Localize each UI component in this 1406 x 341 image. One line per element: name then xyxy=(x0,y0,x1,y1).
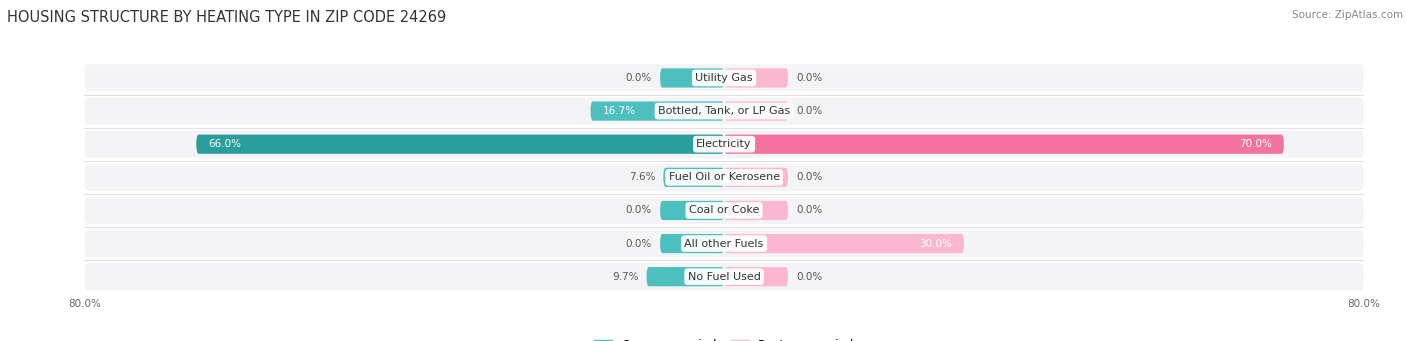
Text: HOUSING STRUCTURE BY HEATING TYPE IN ZIP CODE 24269: HOUSING STRUCTURE BY HEATING TYPE IN ZIP… xyxy=(7,10,446,25)
FancyBboxPatch shape xyxy=(724,102,787,121)
Text: 66.0%: 66.0% xyxy=(208,139,242,149)
Text: 16.7%: 16.7% xyxy=(603,106,636,116)
Text: Utility Gas: Utility Gas xyxy=(696,73,752,83)
Text: 70.0%: 70.0% xyxy=(1239,139,1272,149)
Legend: Owner-occupied, Renter-occupied: Owner-occupied, Renter-occupied xyxy=(593,339,855,341)
Text: Source: ZipAtlas.com: Source: ZipAtlas.com xyxy=(1292,10,1403,20)
FancyBboxPatch shape xyxy=(197,135,724,154)
FancyBboxPatch shape xyxy=(661,234,724,253)
FancyBboxPatch shape xyxy=(724,68,787,88)
FancyBboxPatch shape xyxy=(84,263,1364,290)
Text: 0.0%: 0.0% xyxy=(626,239,652,249)
Text: Bottled, Tank, or LP Gas: Bottled, Tank, or LP Gas xyxy=(658,106,790,116)
Text: Fuel Oil or Kerosene: Fuel Oil or Kerosene xyxy=(668,172,780,182)
FancyBboxPatch shape xyxy=(661,201,724,220)
FancyBboxPatch shape xyxy=(84,64,1364,91)
Text: 0.0%: 0.0% xyxy=(626,73,652,83)
Text: Coal or Coke: Coal or Coke xyxy=(689,205,759,216)
Text: 0.0%: 0.0% xyxy=(796,205,823,216)
Text: All other Fuels: All other Fuels xyxy=(685,239,763,249)
Text: 9.7%: 9.7% xyxy=(612,272,638,282)
Text: 7.6%: 7.6% xyxy=(628,172,655,182)
FancyBboxPatch shape xyxy=(647,267,724,286)
FancyBboxPatch shape xyxy=(664,168,724,187)
Text: 30.0%: 30.0% xyxy=(920,239,952,249)
Text: 0.0%: 0.0% xyxy=(796,73,823,83)
FancyBboxPatch shape xyxy=(661,68,724,88)
Text: 0.0%: 0.0% xyxy=(796,272,823,282)
Text: 0.0%: 0.0% xyxy=(796,106,823,116)
FancyBboxPatch shape xyxy=(724,201,787,220)
FancyBboxPatch shape xyxy=(84,230,1364,257)
Text: 0.0%: 0.0% xyxy=(796,172,823,182)
Text: 0.0%: 0.0% xyxy=(626,205,652,216)
FancyBboxPatch shape xyxy=(724,234,965,253)
FancyBboxPatch shape xyxy=(724,168,787,187)
FancyBboxPatch shape xyxy=(84,164,1364,191)
Text: Electricity: Electricity xyxy=(696,139,752,149)
FancyBboxPatch shape xyxy=(84,197,1364,224)
FancyBboxPatch shape xyxy=(724,267,787,286)
Text: No Fuel Used: No Fuel Used xyxy=(688,272,761,282)
FancyBboxPatch shape xyxy=(84,131,1364,158)
FancyBboxPatch shape xyxy=(84,98,1364,125)
FancyBboxPatch shape xyxy=(591,102,724,121)
FancyBboxPatch shape xyxy=(724,135,1284,154)
